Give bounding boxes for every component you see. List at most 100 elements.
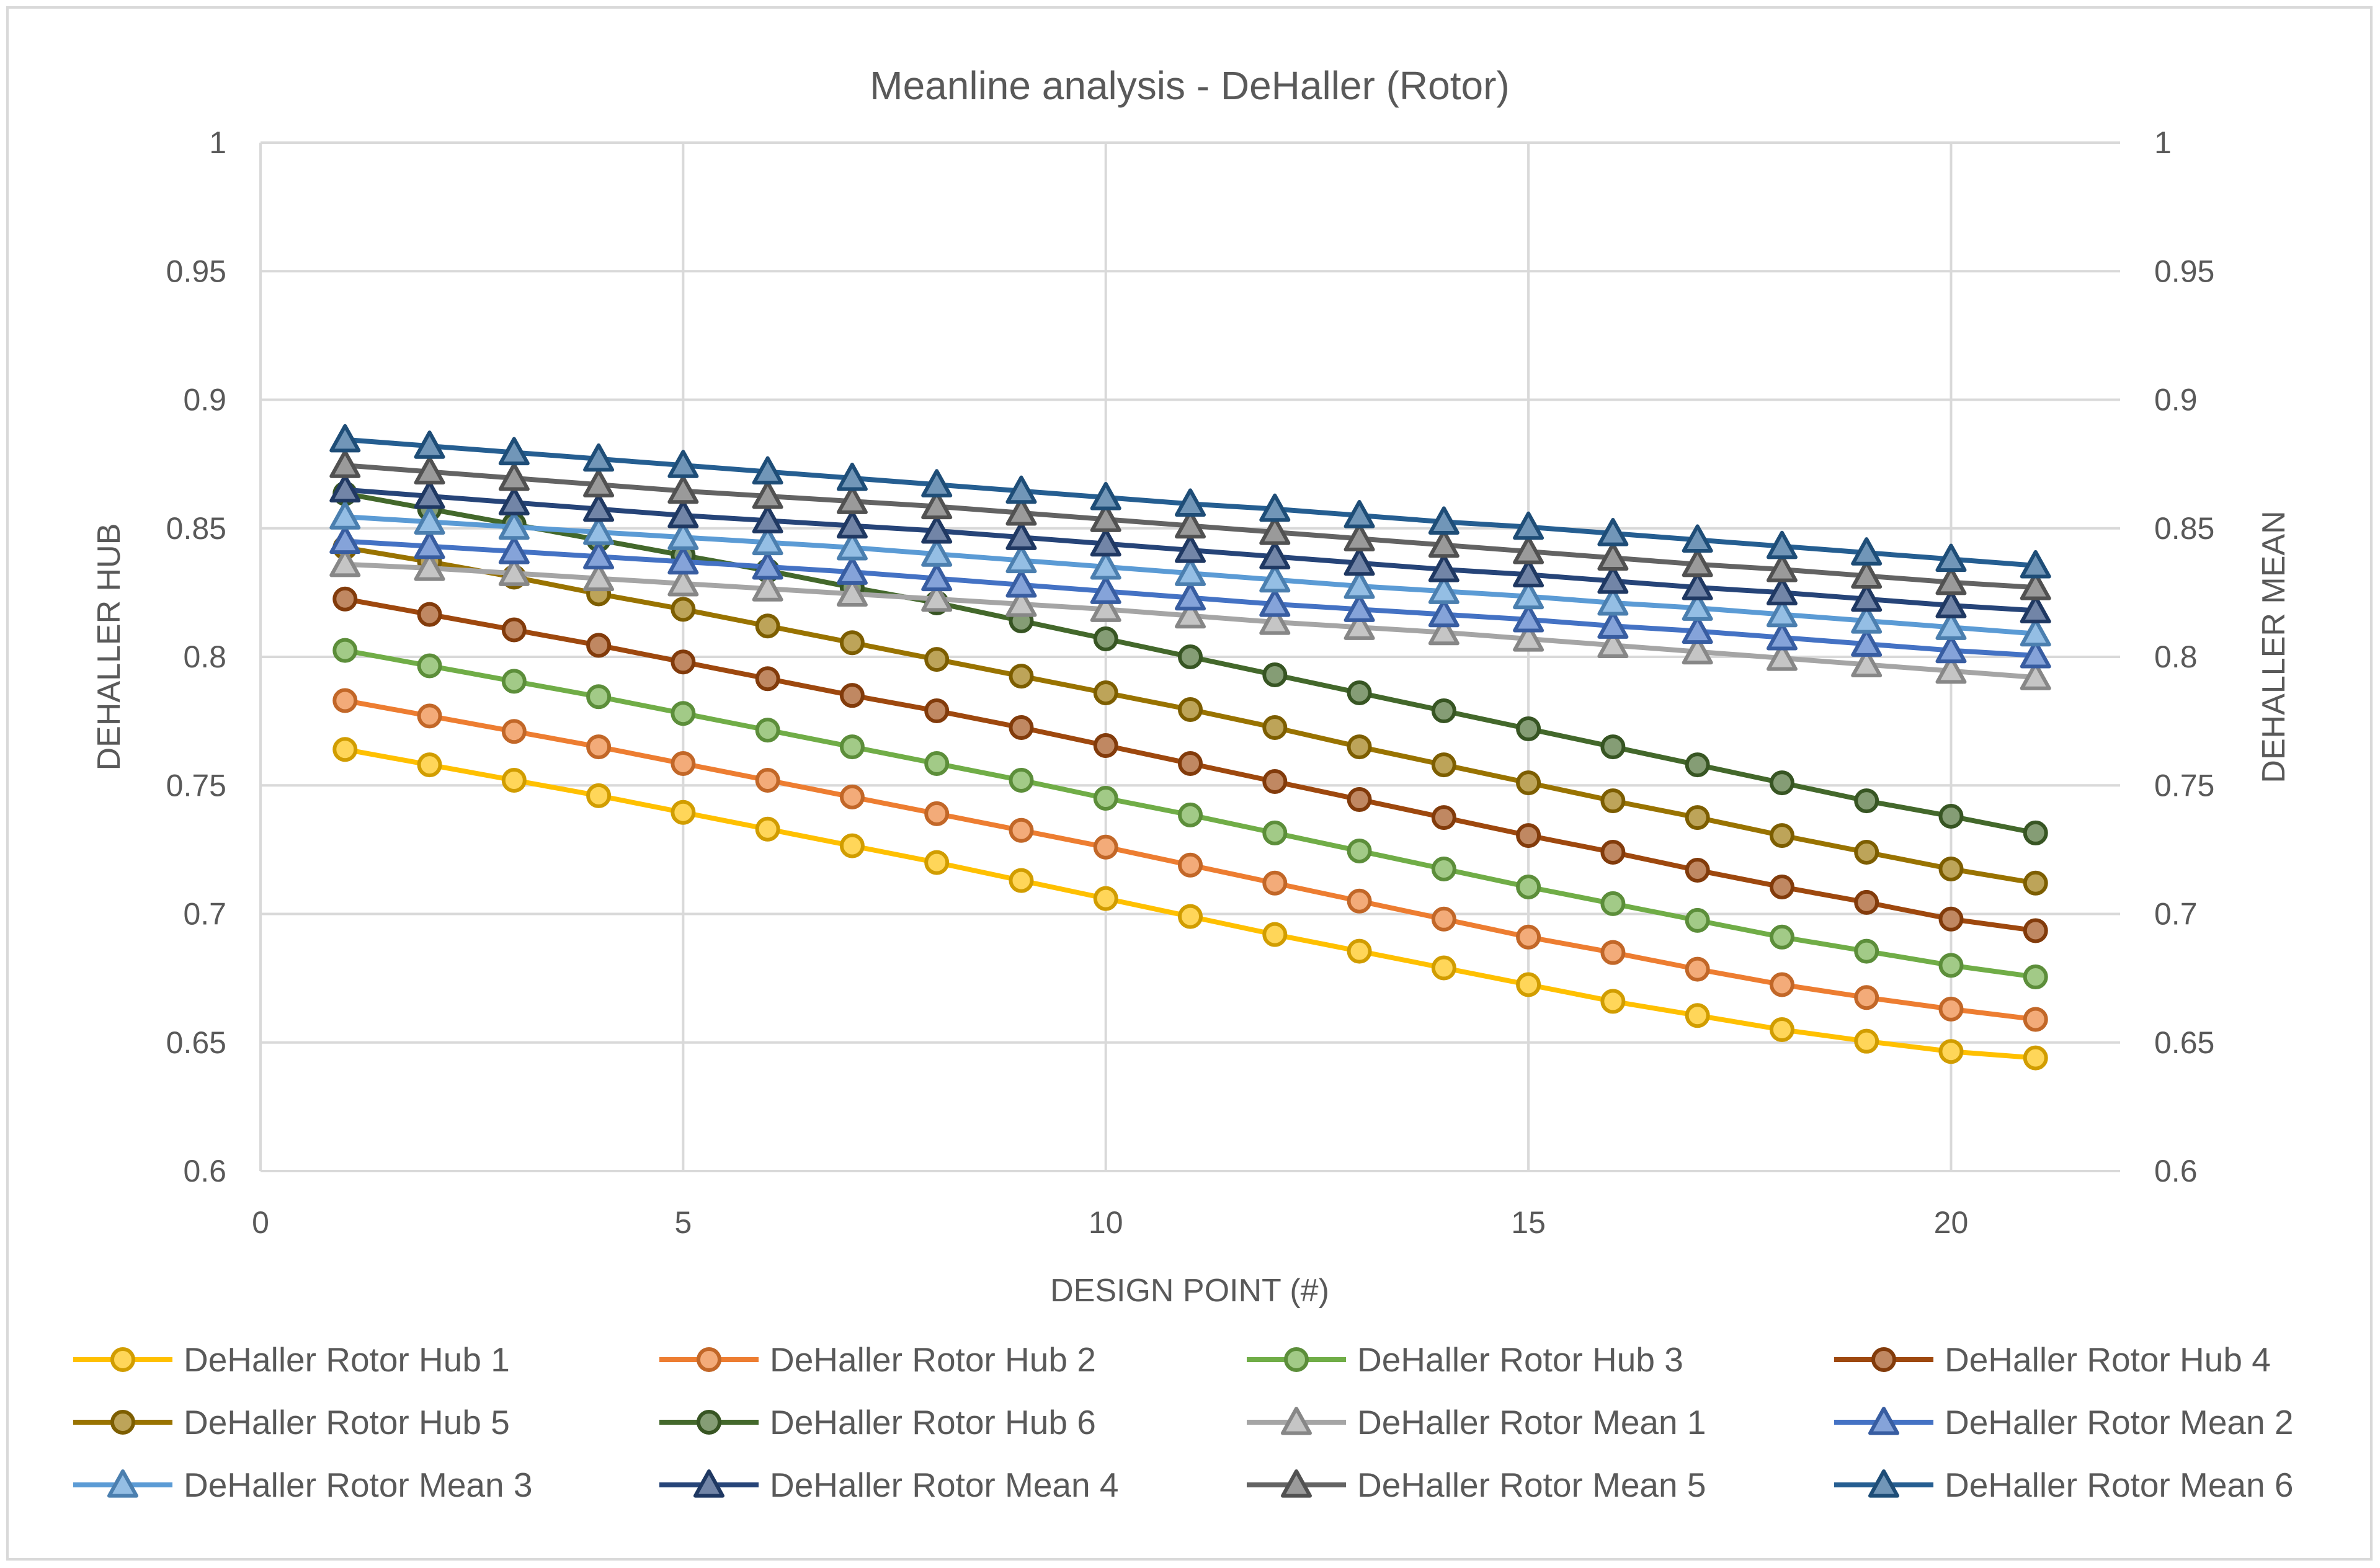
data-point [836,556,868,585]
data-point [839,734,865,760]
data-point [755,767,780,793]
data-point [1938,856,1964,881]
y-axis-label: DEHALLER HUB [91,523,127,771]
data-point [417,653,442,679]
x-tick-label: 10 [1089,1205,1123,1240]
data-point [671,751,696,777]
data-point [1093,785,1118,811]
legend-label: DeHaller Rotor Mean 6 [1945,1466,2293,1504]
data-point [1344,571,1375,599]
legend-label: DeHaller Rotor Hub 5 [184,1403,510,1441]
data-point [1175,600,1206,629]
data-point [836,486,868,514]
data-point [752,456,783,485]
data-point [1851,583,1883,612]
data-point [1344,547,1375,576]
data-point [329,474,361,503]
data-point [1344,523,1375,551]
data-point [1516,972,1541,997]
data-point [1516,716,1541,742]
data-point [1516,823,1541,849]
series-5 [332,535,2048,896]
data-point [417,602,442,627]
data-point [501,669,527,694]
legend-marker [107,1469,138,1498]
data-point [1938,953,1964,978]
data-point [755,613,780,639]
data-point [583,469,615,497]
data-point [839,630,865,656]
data-point [1428,617,1460,646]
legend-label: DeHaller Rotor Hub 1 [184,1340,510,1379]
data-point [1685,1003,1710,1028]
data-point [1854,938,1879,964]
data-point [2023,1045,2048,1071]
data-point [667,450,699,478]
data-point [1090,594,1121,622]
legend-marker [1281,1407,1312,1435]
legend-marker [110,1410,135,1435]
data-point [1851,605,1883,634]
data-point [417,703,442,729]
data-point [1344,500,1375,528]
data-point [414,552,445,581]
data-point [2020,662,2051,690]
data-point [1851,537,1883,566]
legend-marker [693,1469,724,1498]
legend-item-11: DeHaller Rotor Mean 5 [1247,1466,1706,1504]
data-point [1513,604,1544,633]
legend-item-3: DeHaller Rotor Hub 3 [1247,1340,1683,1379]
data-point [671,649,696,675]
data-point [671,701,696,726]
data-point [924,801,950,826]
data-point [1685,907,1710,933]
data-point [1175,488,1206,517]
legend-label: DeHaller Rotor Mean 3 [184,1466,532,1504]
data-point [1090,504,1121,532]
y-tick-label: 0.6 [183,1154,226,1188]
legend-label: DeHaller Rotor Hub 4 [1945,1340,2271,1379]
data-point [1093,834,1118,860]
data-point [414,530,445,559]
data-point [924,850,950,875]
data-point [1935,543,1967,572]
data-point [1178,697,1203,722]
data-point [1178,904,1203,929]
y-tick-label: 1 [209,125,226,160]
data-point [2023,1007,2048,1032]
data-point [752,573,783,602]
legend-item-9: DeHaller Rotor Mean 3 [73,1466,532,1504]
data-point [1597,630,1629,658]
y2-tick-label: 0.65 [2154,1025,2214,1060]
data-point [1766,599,1798,628]
data-point [1428,529,1460,558]
data-point [586,783,612,808]
data-point [667,568,699,597]
data-point [332,737,358,762]
data-point [671,800,696,825]
data-point [1262,870,1288,896]
legend-label: DeHaller Rotor Mean 5 [1357,1466,1706,1504]
data-point [2020,550,2051,579]
data-point [1513,559,1544,587]
data-point [1178,852,1203,878]
data-point [1005,569,1037,598]
data-point [1344,594,1375,622]
data-point [671,597,696,622]
legend-marker [697,1347,721,1372]
data-point [1262,662,1288,688]
legend: DeHaller Rotor Hub 1 DeHaller Rotor Hub 2… [73,1340,2293,1504]
data-point [2023,918,2048,943]
data-point [1259,564,1291,593]
data-point [1766,530,1798,559]
data-point [1938,1039,1964,1064]
data-point [1344,612,1375,640]
data-point [329,450,361,478]
y2-tick-label: 1 [2154,125,2172,160]
data-point [1259,493,1291,522]
data-point [1093,733,1118,759]
y-tick-label: 0.75 [166,768,226,803]
legend-item-6: DeHaller Rotor Hub 6 [659,1403,1096,1441]
data-point [498,487,530,515]
y2-tick-label: 0.7 [2154,897,2198,932]
